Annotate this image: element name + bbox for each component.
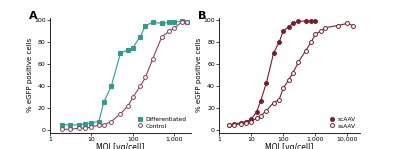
Differentiated bbox=[125, 49, 130, 51]
Control bbox=[143, 77, 148, 78]
ssAAV bbox=[271, 102, 276, 104]
ssAAV bbox=[277, 99, 282, 100]
scAAV bbox=[277, 41, 282, 43]
Control bbox=[167, 30, 172, 32]
Control bbox=[172, 27, 177, 29]
ssAAV bbox=[281, 88, 286, 89]
X-axis label: MOI [vg/cell]: MOI [vg/cell] bbox=[265, 143, 314, 149]
Control bbox=[67, 128, 72, 130]
ssAAV bbox=[318, 30, 323, 32]
ssAAV bbox=[258, 115, 263, 117]
Legend: scAAV, ssAAV: scAAV, ssAAV bbox=[327, 116, 357, 130]
Legend: Differentiated, Control: Differentiated, Control bbox=[135, 116, 188, 130]
Differentiated bbox=[60, 124, 65, 126]
Differentiated bbox=[130, 47, 135, 49]
ssAAV bbox=[335, 25, 340, 27]
ssAAV bbox=[313, 34, 318, 35]
Control bbox=[76, 127, 81, 129]
Control bbox=[60, 128, 65, 130]
Differentiated bbox=[160, 22, 164, 24]
Line: Differentiated: Differentiated bbox=[60, 19, 189, 127]
Differentiated bbox=[184, 21, 189, 23]
ssAAV bbox=[232, 124, 237, 126]
ssAAV bbox=[286, 79, 291, 81]
Y-axis label: % eGFP positive cells: % eGFP positive cells bbox=[196, 38, 202, 112]
ssAAV bbox=[244, 122, 248, 124]
Control bbox=[179, 21, 184, 23]
Control bbox=[138, 85, 143, 87]
scAAV bbox=[254, 111, 259, 112]
Text: B: B bbox=[198, 11, 206, 21]
Differentiated bbox=[76, 124, 81, 126]
Differentiated bbox=[179, 20, 184, 22]
ssAAV bbox=[290, 72, 295, 74]
Control bbox=[160, 36, 164, 38]
Control bbox=[102, 124, 106, 126]
scAAV bbox=[264, 82, 269, 84]
scAAV bbox=[226, 124, 231, 126]
Line: scAAV: scAAV bbox=[227, 19, 317, 127]
Differentiated bbox=[118, 52, 123, 54]
Differentiated bbox=[143, 25, 148, 27]
scAAV bbox=[244, 121, 248, 122]
Line: ssAAV: ssAAV bbox=[227, 21, 355, 127]
Line: Control: Control bbox=[60, 20, 189, 131]
Control bbox=[150, 58, 155, 60]
Differentiated bbox=[96, 121, 101, 122]
ssAAV bbox=[226, 124, 231, 126]
Control bbox=[83, 127, 88, 129]
scAAV bbox=[296, 20, 301, 22]
scAAV bbox=[239, 122, 244, 124]
scAAV bbox=[313, 20, 318, 22]
scAAV bbox=[290, 22, 295, 24]
scAAV bbox=[303, 20, 308, 22]
ssAAV bbox=[309, 41, 314, 43]
ssAAV bbox=[249, 121, 254, 122]
Differentiated bbox=[138, 36, 143, 38]
Control bbox=[96, 124, 101, 126]
scAAV bbox=[258, 100, 263, 101]
ssAAV bbox=[345, 22, 350, 24]
Control bbox=[130, 96, 135, 98]
Control bbox=[184, 21, 189, 23]
Control bbox=[109, 121, 114, 122]
ssAAV bbox=[303, 50, 308, 52]
Control bbox=[89, 126, 94, 128]
scAAV bbox=[232, 123, 237, 125]
ssAAV bbox=[296, 61, 301, 63]
ssAAV bbox=[264, 110, 269, 111]
Text: A: A bbox=[29, 11, 38, 21]
Differentiated bbox=[167, 21, 172, 23]
Control bbox=[125, 105, 130, 107]
Differentiated bbox=[150, 21, 155, 23]
ssAAV bbox=[350, 25, 355, 27]
Differentiated bbox=[109, 85, 114, 87]
Differentiated bbox=[83, 123, 88, 125]
Y-axis label: % eGFP positive cells: % eGFP positive cells bbox=[27, 38, 33, 112]
ssAAV bbox=[254, 117, 259, 119]
scAAV bbox=[281, 30, 286, 32]
scAAV bbox=[249, 118, 254, 120]
X-axis label: MOI [vg/cell]: MOI [vg/cell] bbox=[96, 143, 145, 149]
Differentiated bbox=[102, 101, 106, 103]
Differentiated bbox=[172, 21, 177, 23]
scAAV bbox=[286, 26, 291, 28]
Differentiated bbox=[89, 122, 94, 124]
scAAV bbox=[309, 20, 314, 22]
scAAV bbox=[271, 52, 276, 54]
ssAAV bbox=[322, 27, 327, 29]
Control bbox=[118, 113, 123, 115]
ssAAV bbox=[239, 123, 244, 125]
Differentiated bbox=[67, 124, 72, 126]
